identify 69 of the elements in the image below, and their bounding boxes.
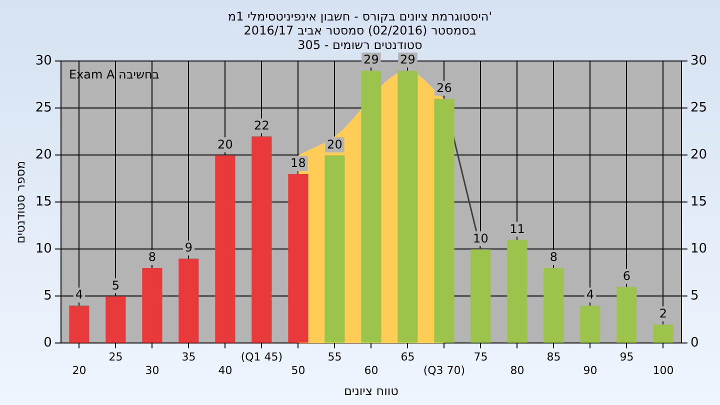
y-tick-label: 15 (35, 194, 52, 210)
bar (580, 306, 600, 343)
y-tick-label: 30 (35, 54, 52, 69)
x-tick-label: 25 (108, 350, 123, 364)
chart-subtitle: בסמסטר (02/2016) סמסטר אביב 2016/17 סטודנטים רשומים - 305 (244, 24, 476, 52)
x-tick-label: (Q3 70) (423, 364, 466, 377)
y2-tick-label: 0 (690, 336, 699, 351)
bar (324, 155, 345, 343)
data-label: 18 (290, 156, 306, 170)
data-label: 22 (254, 118, 270, 133)
y2-tick-label: 15 (690, 194, 708, 210)
bar (470, 249, 491, 343)
y-tick-label: 10 (35, 242, 52, 257)
x-tick-label: 30 (145, 364, 160, 377)
x-tick-label: 40 (218, 364, 232, 377)
bar (361, 70, 382, 343)
data-label: 5 (112, 278, 120, 292)
y-tick-label: 5 (44, 288, 52, 304)
bar (288, 174, 308, 343)
bar (653, 324, 674, 343)
y2-tick-label: 10 (690, 242, 708, 257)
bar (398, 70, 418, 343)
bar (142, 268, 162, 343)
x-tick-label: (Q1 45) (240, 350, 283, 364)
y2-tick-label: 30 (690, 54, 708, 69)
data-label: 9 (184, 240, 193, 255)
y2-tick-label: 20 (690, 148, 708, 163)
y2-tick-label: 5 (690, 288, 699, 304)
bar (178, 258, 199, 343)
x-axis-title: טווח ציונים (344, 384, 399, 398)
bar (507, 240, 528, 343)
data-label: 26 (436, 80, 452, 95)
data-label: 6 (622, 268, 631, 283)
data-label: 20 (327, 137, 342, 152)
x-tick-label: 85 (546, 350, 561, 364)
bar (434, 98, 454, 343)
y-axis-title: מספר סטודנטים (13, 160, 28, 244)
data-label: 4 (586, 288, 594, 302)
data-label: 4 (75, 288, 84, 302)
data-label: 11 (510, 222, 525, 236)
data-label: 8 (148, 250, 156, 264)
data-label: 29 (364, 52, 379, 67)
data-label: 8 (550, 250, 558, 264)
x-tick-label: 65 (400, 350, 415, 364)
bar (106, 296, 126, 343)
y-tick-label: 0 (44, 336, 52, 351)
x-tick-label: 80 (510, 364, 524, 377)
x-tick-label: 55 (328, 350, 342, 364)
x-tick-label: 95 (620, 350, 634, 364)
x-tick-label: 60 (364, 364, 378, 377)
x-tick-label: 90 (583, 364, 598, 377)
bar (215, 155, 236, 343)
data-label: 29 (400, 52, 416, 67)
x-tick-label: 50 (291, 364, 306, 377)
bar (252, 136, 272, 343)
y-tick-label: 20 (35, 148, 52, 163)
x-tick-label: 20 (72, 364, 86, 377)
y2-tick-label: 25 (690, 100, 708, 116)
data-label: 2 (659, 306, 668, 321)
x-tick-label: 35 (182, 350, 196, 364)
x-tick-label: 75 (474, 350, 488, 364)
bar (616, 286, 637, 343)
data-label: 10 (473, 231, 488, 246)
y-tick-label: 25 (35, 100, 52, 116)
bar (544, 268, 564, 343)
data-label: 20 (218, 137, 233, 152)
x-tick-label: 100 (652, 364, 674, 377)
bar (69, 306, 90, 343)
chart-title: היסטוגרמת ציונים בקורס - חשבון אינפיניטסימלי 1מ' (228, 9, 492, 24)
